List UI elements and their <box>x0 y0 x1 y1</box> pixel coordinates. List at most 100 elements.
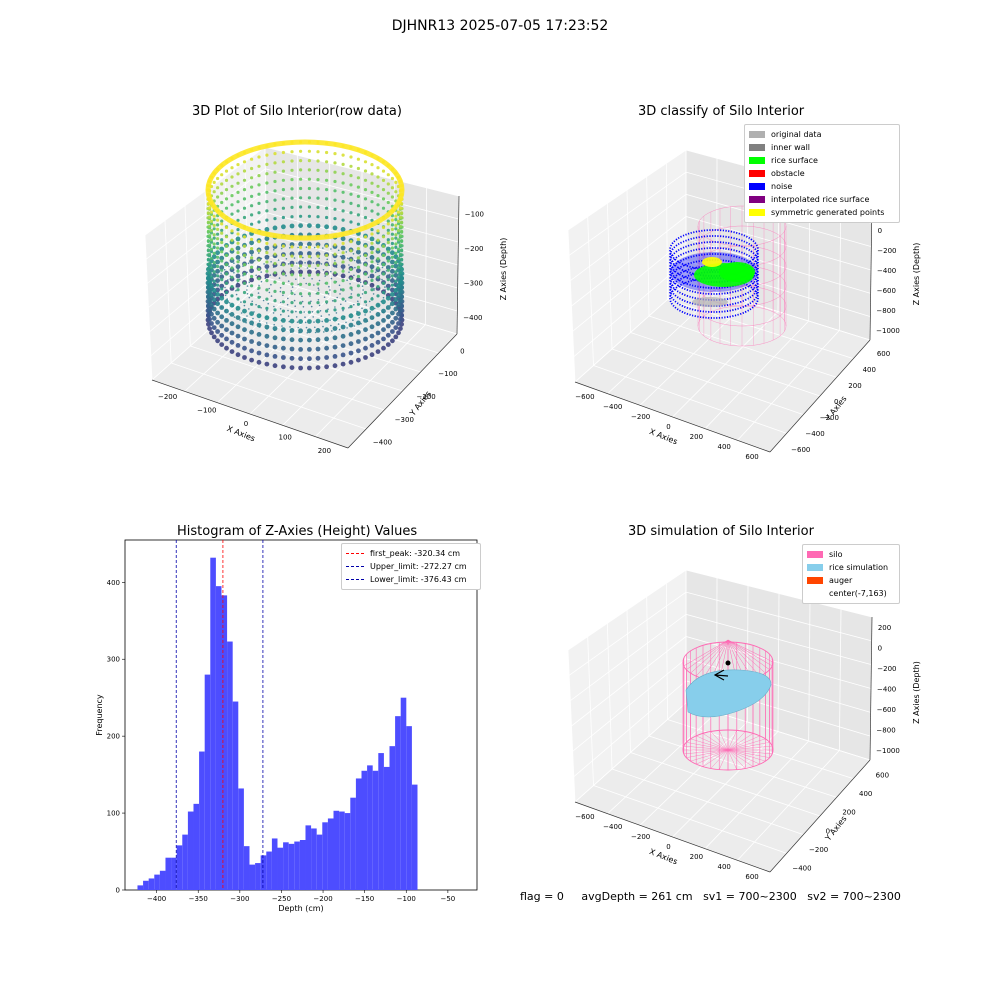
data-point <box>305 326 308 329</box>
data-point <box>265 153 269 157</box>
center-marker <box>725 660 731 666</box>
data-point <box>220 182 224 186</box>
data-point <box>298 319 303 324</box>
z-tick-label: 200 <box>878 624 891 632</box>
data-point <box>281 355 286 360</box>
data-point <box>290 205 294 209</box>
data-point <box>386 287 390 291</box>
data-point <box>257 211 261 215</box>
data-point <box>215 329 221 334</box>
data-point <box>381 299 386 305</box>
data-point <box>328 314 330 316</box>
data-point <box>230 257 234 261</box>
histogram-bar <box>305 825 312 890</box>
data-point <box>209 330 214 336</box>
data-point <box>235 282 241 288</box>
data-point <box>258 320 261 322</box>
data-point <box>229 302 235 308</box>
histogram-bar <box>316 834 323 890</box>
histogram-bar <box>165 857 172 890</box>
data-point <box>356 329 361 335</box>
data-point <box>356 157 360 161</box>
data-point <box>370 172 374 176</box>
data-point <box>233 271 235 274</box>
data-point <box>242 336 247 342</box>
data-point <box>386 173 390 177</box>
data-point <box>316 273 320 277</box>
data-point <box>250 293 254 297</box>
data-point <box>357 300 359 303</box>
data-point <box>267 302 270 305</box>
data-point <box>290 215 294 219</box>
data-point <box>396 231 401 235</box>
data-point <box>359 255 362 257</box>
data-point <box>362 289 364 291</box>
data-point <box>349 192 353 196</box>
data-point <box>273 261 277 266</box>
x-tick-label: −250 <box>272 895 291 903</box>
data-point <box>215 268 221 274</box>
data-point <box>324 345 329 351</box>
data-point <box>386 259 390 263</box>
data-point <box>363 235 368 239</box>
histogram-frame <box>124 539 478 891</box>
data-point <box>289 365 295 370</box>
data-point <box>398 206 402 210</box>
data-point <box>220 219 224 223</box>
histogram <box>122 539 478 893</box>
data-point <box>236 163 240 167</box>
data-point <box>215 338 221 344</box>
data-point <box>398 224 402 228</box>
data-point <box>249 348 255 354</box>
data-point <box>272 312 275 314</box>
data-point <box>340 227 346 232</box>
data-point <box>235 293 238 296</box>
histogram-bar <box>215 586 222 890</box>
data-point <box>272 344 278 350</box>
data-point <box>385 295 391 301</box>
data-point <box>333 189 337 193</box>
data-point <box>215 310 221 316</box>
data-point <box>220 222 224 226</box>
data-point <box>307 149 311 153</box>
data-point <box>211 334 217 340</box>
data-point <box>376 175 380 179</box>
data-point <box>209 321 214 326</box>
data-point <box>224 286 226 289</box>
x-tick-label: −100 <box>197 406 216 414</box>
data-point <box>307 273 311 277</box>
data-point <box>333 299 337 303</box>
data-point <box>235 289 237 292</box>
data-point <box>381 266 384 269</box>
data-point <box>349 240 353 244</box>
data-point <box>400 220 404 224</box>
data-point <box>230 266 234 270</box>
data-point <box>290 290 293 292</box>
data-point <box>381 178 386 182</box>
data-point <box>249 357 255 363</box>
z-axis-line <box>456 195 460 335</box>
data-point <box>216 186 220 190</box>
legend-label: first_peak: -320.34 cm <box>370 549 461 558</box>
data-point <box>369 264 375 270</box>
data-point <box>212 251 216 255</box>
y-tick-label: 200 <box>842 809 855 817</box>
data-point <box>299 149 303 153</box>
data-point <box>228 265 230 268</box>
data-point <box>368 300 371 303</box>
data-point <box>250 204 254 208</box>
data-point <box>290 178 294 182</box>
data-point <box>229 312 235 317</box>
data-point <box>390 264 394 269</box>
legend-item: silo <box>807 548 895 561</box>
data-point <box>396 240 401 244</box>
data-point <box>363 308 368 314</box>
silo-roof-wire <box>727 639 766 674</box>
data-point <box>340 343 346 348</box>
data-point <box>264 254 270 260</box>
data-point <box>302 306 305 308</box>
data-point <box>393 263 399 269</box>
data-point <box>363 263 368 267</box>
data-point <box>307 301 311 305</box>
data-point <box>219 255 225 261</box>
